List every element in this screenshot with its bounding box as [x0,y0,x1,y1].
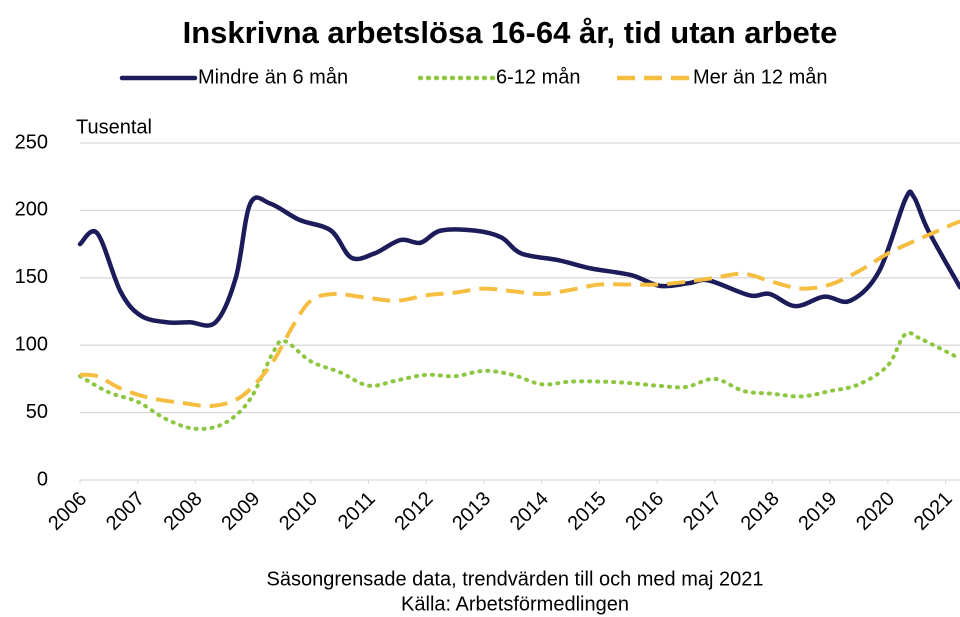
x-tick-label: 2015 [564,488,611,535]
x-tick-label: 2014 [506,488,553,535]
x-tick-label: 2011 [334,488,380,534]
x-tick-label: 2010 [275,488,322,535]
x-tick-label: 2008 [160,488,207,535]
x-tick-label: 2019 [794,488,841,535]
x-tick-label: 2021 [910,488,957,535]
legend-label: Mer än 12 mån [693,66,828,88]
x-tick-label: 2016 [621,488,668,535]
x-tick-label: 2009 [217,488,264,535]
x-tick-label: 2017 [679,488,726,535]
x-tick-label: 2006 [44,488,91,535]
plot-area [77,189,960,431]
x-tick-label: 2007 [102,488,149,535]
note: Säsongrensade data, trendvärden till och… [267,568,764,590]
y-tick-label: 50 [26,401,48,423]
series-line [77,189,960,328]
series-line [78,330,960,431]
x-tick-label: 2013 [448,488,495,535]
y-tick-label: 0 [37,468,48,490]
x-axis: 2006 2007 2008 2009 2010 2011 2012 2013 2014 2015… [44,480,957,535]
legend-label: 6-12 mån [496,66,581,88]
y-tick-label: 150 [15,266,48,288]
x-tick-label: 2018 [737,488,784,535]
chart-title: Inskrivna arbetslösa 16-64 år, tid utan … [183,15,838,50]
legend-label: Mindre än 6 mån [198,66,348,88]
grid: 0 50 100 150 200 250 [15,131,960,490]
y-tick-label: 100 [15,333,48,355]
y-tick-label: 250 [15,131,48,153]
y-axis-label: Tusental [76,116,152,138]
series-line [79,219,960,409]
legend: Mindre än 6 mån 6-12 mån Mer än 12 mån [119,66,828,88]
x-tick-label: 2020 [852,488,899,535]
note: Källa: Arbetsförmedlingen [401,593,629,615]
x-tick-label: 2012 [390,488,437,535]
y-tick-label: 200 [15,199,48,221]
